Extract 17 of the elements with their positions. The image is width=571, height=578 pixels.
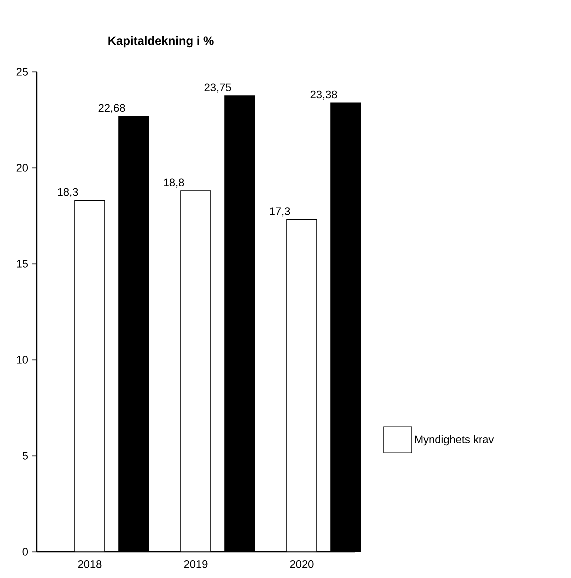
y-tick-label: 20 <box>16 164 28 172</box>
y-tick-label: 10 <box>17 356 28 364</box>
y-tick-label: 0 <box>22 548 28 556</box>
data-label: 17,3 <box>270 208 290 217</box>
x-tick-label: 2020 <box>290 560 314 568</box>
y-tick-label: 15 <box>17 260 28 268</box>
data-label: 23,38 <box>310 90 338 100</box>
x-tick-label: 2018 <box>78 560 102 568</box>
y-tick-label: 25 <box>16 68 28 76</box>
chart-title: Kapitaldekning i % <box>108 36 214 48</box>
y-tick-label: 5 <box>22 452 28 460</box>
data-label: 23,75 <box>204 84 232 93</box>
data-label: 18,8 <box>164 178 184 188</box>
data-label: 18,3 <box>58 188 78 198</box>
x-tick-label: 2019 <box>184 560 208 568</box>
legend-label: Myndighets krav <box>415 435 494 446</box>
data-label: 22,68 <box>98 104 126 114</box>
